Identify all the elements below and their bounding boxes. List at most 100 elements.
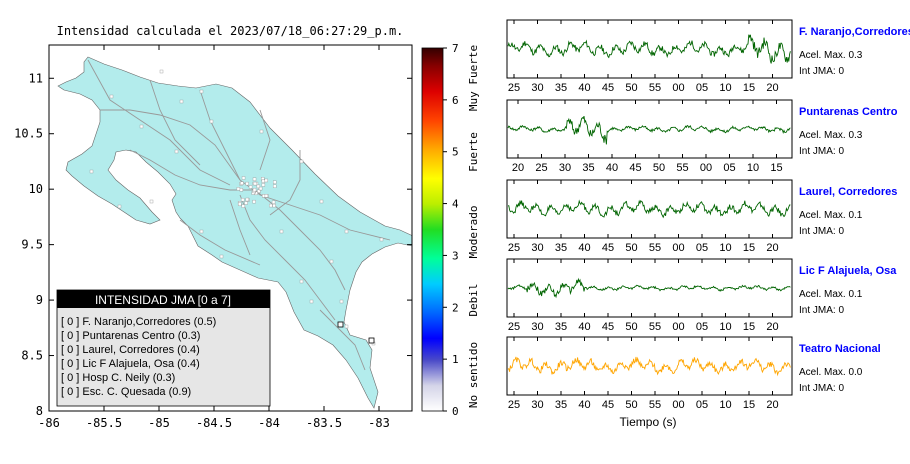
waveform-frame <box>506 19 793 79</box>
waveform-tick-label: 25 <box>508 399 520 411</box>
colorbar-tick-label: 6 <box>452 94 459 107</box>
waveform-tick-label: 00 <box>672 82 684 94</box>
station-marker <box>258 186 263 191</box>
waveform-tick-label: 45 <box>602 399 614 411</box>
colorbar-ticks: 0 1 2 3 4 5 6 7 <box>443 42 459 418</box>
waveform-tick-label: 50 <box>653 162 665 174</box>
station-name: Puntarenas Centro <box>799 106 898 118</box>
station-marker <box>256 184 261 189</box>
waveform-trace <box>507 277 791 299</box>
jma-intensity-label: Int JMA: 0 <box>799 383 844 394</box>
colorbar-tick-label: 2 <box>452 301 459 314</box>
colorbar-category: Fuerte <box>467 132 480 172</box>
map-xtick-label: -84 <box>258 416 280 430</box>
waveform-tick-label: 45 <box>602 321 614 333</box>
waveform-trace <box>507 115 791 145</box>
waveform-tick-label: 50 <box>625 399 637 411</box>
costa-rica-land <box>57 56 412 409</box>
roads-layer <box>87 59 391 371</box>
map-xtick-label: -83 <box>368 416 390 430</box>
colorbar-tick-label: 7 <box>452 42 459 55</box>
waveform-tick-label: 05 <box>696 242 708 254</box>
accel-max-label: Acel. Max. 0.3 <box>799 130 863 141</box>
station-marker <box>309 299 314 304</box>
road-line <box>259 109 271 171</box>
station-name: Laurel, Corredores <box>799 186 897 198</box>
station-marker <box>245 181 249 186</box>
station-marker <box>199 229 204 234</box>
waveform-tick-label: 40 <box>578 321 590 333</box>
station-marker <box>89 169 94 174</box>
station-marker <box>179 99 184 104</box>
station-marker <box>117 204 122 209</box>
legend-background <box>56 289 271 407</box>
waveform-tick-label: 30 <box>531 399 543 411</box>
waveform-tick-label: 35 <box>555 399 567 411</box>
colorbar-tick-label: 1 <box>452 353 459 366</box>
station-marker <box>252 187 257 192</box>
waveform-tick-label: 20 <box>512 162 524 174</box>
waveform-tick-label: 15 <box>743 399 755 411</box>
waveform-tick-label: 30 <box>559 162 571 174</box>
station-marker <box>236 187 241 191</box>
road-line <box>199 89 391 241</box>
station-marker <box>248 185 253 189</box>
station-marker <box>264 194 269 198</box>
station-marker <box>379 237 384 242</box>
jma-intensity-label: Int JMA: 0 <box>799 305 844 316</box>
waveform-tick-label: 10 <box>719 242 731 254</box>
legend-item: [ 0 ] Puntarenas Centro (0.3) <box>61 330 200 342</box>
waveform-tick-label: 55 <box>649 399 661 411</box>
waveform-tick-label: 10 <box>719 399 731 411</box>
waveform-tick-label: 40 <box>578 399 590 411</box>
station-marker <box>261 179 266 183</box>
waveform-tick-label: 50 <box>625 82 637 94</box>
station-marker <box>209 119 214 124</box>
waveform-tick-label: 15 <box>770 162 782 174</box>
station-marker <box>368 337 375 344</box>
station-marker <box>299 159 304 164</box>
road-line <box>149 79 201 166</box>
colorbar-gradient <box>421 47 444 412</box>
station-name: Lic F Alajuela, Osa <box>799 265 897 277</box>
station-marker <box>241 204 246 208</box>
x-axis-label: Tiempo (s) <box>620 415 677 429</box>
station-marker <box>237 202 242 206</box>
waveform-trace <box>507 34 791 64</box>
map-ytick-label: 10.5 <box>14 127 43 141</box>
map-xtick-label: -86 <box>38 416 60 430</box>
waveform-tick-label: 25 <box>508 82 520 94</box>
station-marker <box>344 229 349 234</box>
legend-item: [ 0 ] Laurel, Corredores (0.4) <box>61 344 200 356</box>
waveform-tick-label: 45 <box>602 82 614 94</box>
waveform-panel: 25 30 35 40 45 50 55 00 05 10 15 20 Lic F Alajuela, … <box>506 258 897 333</box>
map-title: Intensidad calculada el 2023/07/18_06:27… <box>57 24 404 38</box>
waveform-tick-label: 35 <box>555 82 567 94</box>
waveform-tick-label: 15 <box>743 242 755 254</box>
map-xtick-label: -85.5 <box>86 416 122 430</box>
station-marker <box>337 321 344 328</box>
station-marker <box>264 178 268 183</box>
station-marker <box>272 203 276 208</box>
intensity-legend: INTENSIDAD JMA [0 a 7] [ 0 ] F. Naranjo,… <box>56 289 271 407</box>
station-marker <box>319 199 324 204</box>
colorbar-tick-label: 5 <box>452 146 459 159</box>
road-line <box>87 59 231 186</box>
station-marker <box>257 189 261 193</box>
colorbar-tick-label: 3 <box>452 249 459 262</box>
map-frame <box>48 44 413 412</box>
waveform-tick-label: 55 <box>676 162 688 174</box>
waveform-tick-label: 35 <box>582 162 594 174</box>
colorbar: 0 1 2 3 4 5 6 7 No sentido Debil Moderado Fuerte Mu… <box>421 42 480 418</box>
road-line <box>239 194 336 321</box>
waveform-panel: 25 30 35 40 45 50 55 00 05 10 15 20 F. Naranjo,Corre… <box>506 19 910 94</box>
accel-max-label: Acel. Max. 0.3 <box>799 50 863 61</box>
station-marker <box>244 201 248 205</box>
waveform-trace <box>507 356 791 377</box>
station-marker <box>273 184 277 188</box>
waveform-tick-label: 00 <box>700 162 712 174</box>
stations-layer <box>89 69 384 346</box>
map-xtick-label: -84.5 <box>196 416 232 430</box>
station-marker <box>159 69 164 74</box>
